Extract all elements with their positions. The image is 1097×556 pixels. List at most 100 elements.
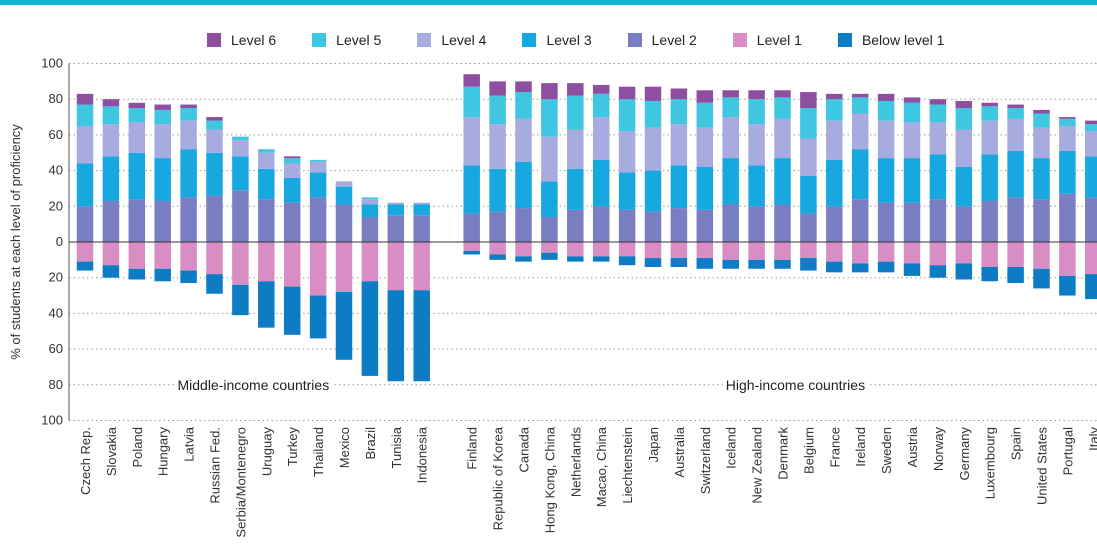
bar-brazil-level-5 <box>361 197 379 200</box>
bar-france-level-5 <box>826 99 843 121</box>
bar-denmark-level-2 <box>774 204 791 242</box>
bar-mexico-level-3 <box>335 186 353 205</box>
bar-luxembourg-level-6 <box>981 102 998 107</box>
x-tick-label: Iceland <box>724 427 739 469</box>
bar-switzerland-below-level-1 <box>696 258 714 269</box>
legend-label: Level 2 <box>651 32 697 48</box>
bar-portugal-level-1 <box>1059 242 1076 276</box>
bar-hong-kong-china-level-3 <box>541 181 558 218</box>
bar-turkey-level-6 <box>283 156 301 159</box>
bar-portugal-level-4 <box>1059 125 1076 151</box>
bar-macao-china-level-2 <box>592 206 610 242</box>
bar-hungary-level-6 <box>154 104 171 110</box>
legend-item-level-6: Level 6 <box>207 32 276 48</box>
bar-finland-level-1 <box>463 242 480 251</box>
bar-turkey-level-5 <box>283 158 301 164</box>
bar-uruguay-level-2 <box>258 199 275 242</box>
bar-canada-level-5 <box>515 92 532 119</box>
bar-japan-level-6 <box>644 86 662 101</box>
bar-hong-kong-china-below-level-1 <box>541 252 558 260</box>
y-tick-label: 60 <box>49 127 63 142</box>
x-tick-label: Poland <box>130 427 145 467</box>
bar-hungary-level-3 <box>154 158 171 201</box>
bar-portugal-below-level-1 <box>1059 275 1076 296</box>
bar-germany-level-5 <box>955 108 973 130</box>
legend-item-level-5: Level 5 <box>312 32 381 48</box>
y-tick-label: 0 <box>56 234 63 249</box>
bar-brazil-level-1 <box>361 242 379 282</box>
bar-norway-level-3 <box>929 154 947 200</box>
x-tick-label: Finland <box>465 427 480 470</box>
bar-sweden-below-level-1 <box>877 261 895 273</box>
bar-austria-level-2 <box>903 202 921 242</box>
x-tick-label: Sweden <box>879 427 894 474</box>
bar-liechtenstein-level-1 <box>618 242 636 257</box>
y-tick-label: 40 <box>49 163 63 178</box>
bar-australia-level-1 <box>670 242 688 259</box>
bar-ireland-level-4 <box>851 113 869 150</box>
bar-poland-level-4 <box>128 122 146 153</box>
bar-germany-level-6 <box>955 100 973 109</box>
legend-swatch <box>312 33 327 47</box>
x-tick-label: New Zealand <box>750 427 765 504</box>
x-tick-label: Italy <box>1086 427 1097 451</box>
bar-canada-level-6 <box>515 81 532 93</box>
bar-netherlands-level-1 <box>567 242 584 257</box>
bar-russian-fed-level-3 <box>206 152 223 196</box>
bar-brazil-below-level-1 <box>361 281 379 376</box>
bar-hong-kong-china-level-2 <box>541 217 558 242</box>
bar-netherlands-below-level-1 <box>567 256 584 262</box>
bar-macao-china-below-level-1 <box>592 256 610 262</box>
bar-indonesia-level-2 <box>413 215 430 242</box>
bar-luxembourg-level-5 <box>981 106 998 121</box>
y-tick-label: 100 <box>41 56 63 71</box>
bar-united-states-level-6 <box>1033 109 1050 114</box>
bar-austria-below-level-1 <box>903 263 921 276</box>
bar-poland-level-3 <box>128 152 146 200</box>
bar-italy-level-2 <box>1085 197 1097 242</box>
bar-denmark-below-level-1 <box>774 259 791 269</box>
legend-label: Level 5 <box>336 32 382 48</box>
x-tick-label: Czech Rep. <box>78 427 93 495</box>
bar-russian-fed-level-4 <box>206 129 223 153</box>
bar-sweden-level-4 <box>877 120 895 159</box>
y-tick-label: 80 <box>49 91 63 106</box>
legend-item-below-level-1: Below level 1 <box>837 32 945 48</box>
bar-indonesia-level-1 <box>413 242 430 291</box>
bar-slovakia-level-1 <box>102 242 120 266</box>
x-tick-label: Turkey <box>285 427 300 467</box>
legend-label: Below level 1 <box>861 32 945 48</box>
group-label-high-income-countries: High-income countries <box>726 377 865 393</box>
legend-swatch <box>837 33 852 47</box>
bar-denmark-level-5 <box>774 97 791 119</box>
legend: Level 6 Level 5 Level 4 Level 3 Level 2 Level… <box>207 30 944 50</box>
bar-uruguay-below-level-1 <box>258 281 275 328</box>
bar-norway-level-1 <box>929 242 947 266</box>
x-tick-label: Liechtenstein <box>620 427 635 504</box>
legend-swatch <box>522 33 537 47</box>
bar-belgium-level-1 <box>800 242 817 259</box>
bar-germany-below-level-1 <box>955 263 973 280</box>
bar-italy-level-4 <box>1085 131 1097 157</box>
bar-norway-level-5 <box>929 104 947 123</box>
bar-france-level-3 <box>826 159 843 207</box>
bar-turkey-level-2 <box>283 202 301 242</box>
bar-france-level-4 <box>826 120 843 160</box>
bar-hungary-level-5 <box>154 109 171 125</box>
bar-portugal-level-5 <box>1059 118 1076 126</box>
bar-russian-fed-level-6 <box>206 117 223 121</box>
bar-japan-level-2 <box>644 211 662 242</box>
bar-latvia-level-5 <box>180 108 197 121</box>
bar-france-level-6 <box>826 93 843 100</box>
bar-finland-level-3 <box>463 165 480 214</box>
x-tick-label: Ireland <box>853 427 868 467</box>
bar-hong-kong-china-level-4 <box>541 136 558 182</box>
bar-germany-level-4 <box>955 129 973 168</box>
bar-luxembourg-level-1 <box>981 242 998 267</box>
bar-new-zealand-level-3 <box>748 165 765 207</box>
bar-sweden-level-3 <box>877 158 895 203</box>
x-tick-label: United States <box>1035 427 1050 506</box>
bar-norway-level-6 <box>929 99 947 105</box>
bar-new-zealand-below-level-1 <box>748 259 765 269</box>
bar-sweden-level-5 <box>877 100 895 121</box>
